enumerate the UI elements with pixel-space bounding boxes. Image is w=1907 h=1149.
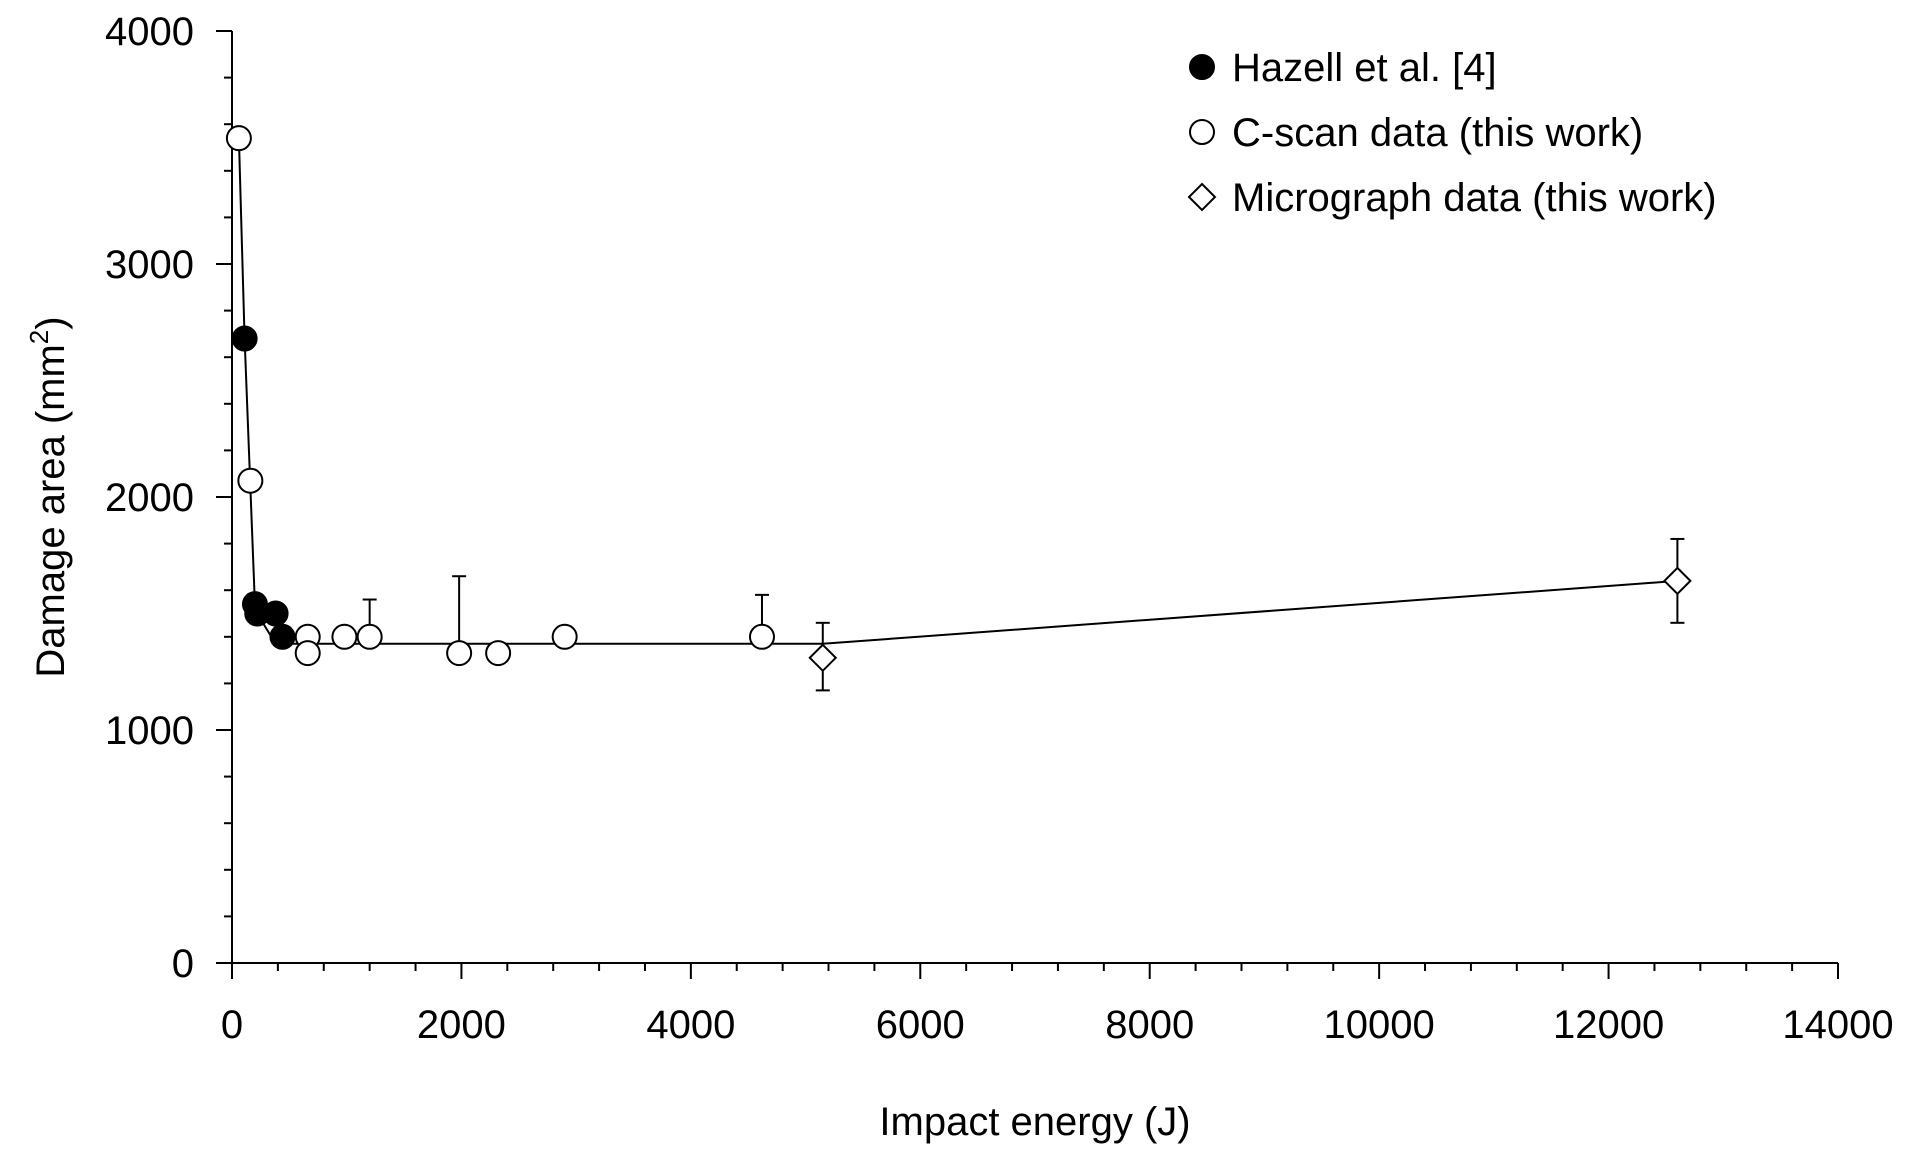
legend: Hazell et al. [4] C-scan data (this work)…	[1187, 46, 1717, 220]
data-point-open-circle	[237, 467, 264, 494]
y-axis-title-close: )	[29, 316, 73, 329]
data-point-filled-circle	[231, 325, 258, 352]
axes: 0 1000 2000 3000 4000 0 2000 4000 6000 8000 10000 1…	[105, 10, 1894, 1047]
legend-label: Hazell et al. [4]	[1232, 46, 1497, 90]
y-axis-title: Damage area (mm2)	[24, 316, 73, 677]
data-point-open-circle	[551, 623, 578, 650]
x-tick-label: 2000	[417, 1003, 506, 1047]
legend-marker-filled-circle	[1189, 54, 1215, 80]
x-tick-label: 12000	[1553, 1003, 1664, 1047]
data-point-open-diamond	[808, 643, 838, 673]
data-points	[225, 125, 1692, 673]
x-axis-title: Impact energy (J)	[879, 1100, 1190, 1144]
legend-marker-open-circle	[1189, 119, 1215, 145]
data-point-open-circle	[356, 623, 383, 650]
data-point-filled-circle	[269, 623, 296, 650]
x-tick-label: 14000	[1782, 1003, 1893, 1047]
data-point-open-circle	[748, 623, 775, 650]
y-axis-title-sup: 2	[24, 330, 54, 344]
x-tick-label: 8000	[1105, 1003, 1194, 1047]
y-tick-label: 1000	[105, 709, 194, 753]
data-point-open-circle	[485, 640, 512, 667]
data-point-filled-circle	[262, 600, 289, 627]
data-point-open-circle	[294, 640, 321, 667]
data-point-open-circle	[446, 640, 473, 667]
y-tick-label: 3000	[105, 243, 194, 287]
x-tick-label: 10000	[1324, 1003, 1435, 1047]
legend-label: C-scan data (this work)	[1232, 111, 1643, 155]
y-tick-label: 0	[172, 942, 194, 986]
x-tick-label: 4000	[646, 1003, 735, 1047]
error-bars	[362, 537, 1685, 692]
y-tick-label: 2000	[105, 476, 194, 520]
legend-label: Micrograph data (this work)	[1232, 176, 1717, 220]
data-point-open-circle	[331, 623, 358, 650]
x-tick-label: 0	[221, 1003, 243, 1047]
x-tick-label: 6000	[876, 1003, 965, 1047]
data-point-open-diamond	[1662, 566, 1692, 596]
data-point-open-circle	[225, 125, 252, 152]
legend-marker-open-diamond	[1187, 182, 1217, 212]
y-tick-label: 4000	[105, 10, 194, 54]
y-axis-title-main: Damage area (mm	[29, 344, 73, 677]
